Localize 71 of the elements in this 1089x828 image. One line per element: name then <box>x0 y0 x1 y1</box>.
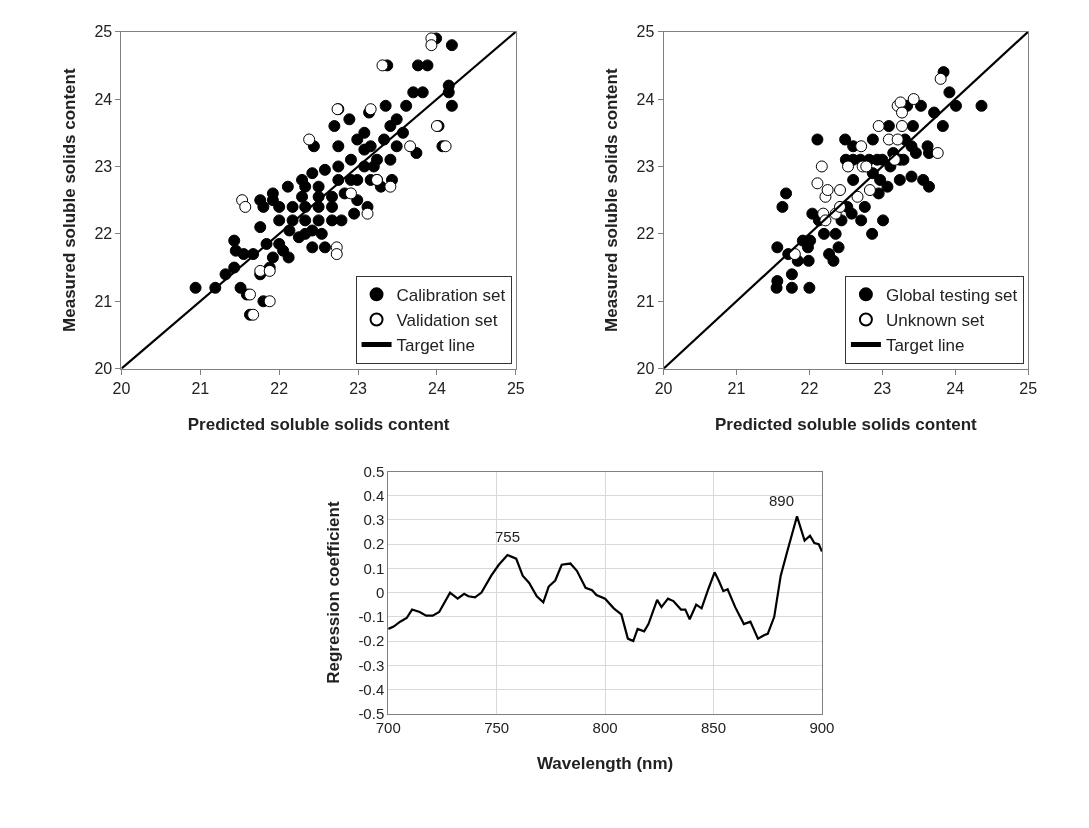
y-tick-label: -0.4 <box>358 680 385 698</box>
point <box>361 207 374 220</box>
x-tick-label: 25 <box>506 379 525 397</box>
point <box>263 295 276 308</box>
y-tick-label: 22 <box>636 225 655 243</box>
x-tick-label: 20 <box>112 379 131 397</box>
y-tick-label: 0 <box>375 583 385 601</box>
legend-label: Calibration set <box>396 285 506 305</box>
y-tick-label: 23 <box>636 158 655 176</box>
point <box>842 160 855 173</box>
annotation: 890 <box>769 492 795 509</box>
y-axis-title: Measured soluble solids content <box>59 68 79 332</box>
y-tick-label: -0.3 <box>358 656 385 674</box>
x-axis-title: Predicted soluble solids content <box>187 415 450 435</box>
x-tick-label: 23 <box>873 379 892 397</box>
y-tick-label: 21 <box>94 292 113 310</box>
legend-label: Target line <box>396 336 475 356</box>
point <box>344 187 357 200</box>
y-tick-label: -0.1 <box>358 608 385 626</box>
point <box>384 180 397 193</box>
x-tick-label: 20 <box>654 379 673 397</box>
x-tick-label: 800 <box>592 718 618 736</box>
annotation: 755 <box>495 528 521 545</box>
y-tick-label: 25 <box>94 23 113 41</box>
x-tick-label: 22 <box>800 379 819 397</box>
x-axis-title: Predicted soluble solids content <box>715 415 978 435</box>
x-tick-label: 24 <box>946 379 965 397</box>
point <box>247 308 260 321</box>
y-axis-title: Measured soluble solids content <box>602 68 622 332</box>
y-tick-label: -0.2 <box>358 632 385 650</box>
y-tick-label: 0.4 <box>363 486 385 504</box>
x-axis-title: Wavelength (nm) <box>536 754 674 774</box>
point <box>855 140 868 153</box>
x-tick-label: 24 <box>428 379 446 397</box>
y-tick-label: 20 <box>94 360 113 378</box>
line-series <box>388 515 822 643</box>
y-tick-label: 25 <box>636 23 655 41</box>
y-tick-label: 0.1 <box>363 559 385 577</box>
point <box>788 248 801 261</box>
x-tick-label: 21 <box>191 379 210 397</box>
legend-label: Global testing set <box>885 285 1018 305</box>
point <box>330 248 343 261</box>
y-axis-title: Regression coefficient <box>323 501 343 684</box>
x-tick-label: 25 <box>1019 379 1038 397</box>
y-tick-label: 22 <box>94 225 113 243</box>
y-tick-label: 24 <box>636 90 655 108</box>
y-tick-label: 23 <box>94 158 113 176</box>
y-tick-label: 0.3 <box>363 511 385 529</box>
point <box>896 106 909 119</box>
y-tick-label: 20 <box>636 360 655 378</box>
x-tick-label: 21 <box>727 379 746 397</box>
y-tick-label: 0.5 <box>363 462 385 480</box>
legend-label: Target line <box>885 336 965 356</box>
x-tick-label: 22 <box>270 379 289 397</box>
point <box>891 133 904 146</box>
y-tick-label: 24 <box>94 90 113 108</box>
x-tick-label: 900 <box>809 718 835 736</box>
legend-label: Unknown set <box>885 311 985 331</box>
point <box>860 160 873 173</box>
point <box>376 59 389 72</box>
y-tick-label: 21 <box>636 292 655 310</box>
point <box>934 72 947 85</box>
x-tick-label: 850 <box>701 718 727 736</box>
legend-label: Validation set <box>396 311 498 331</box>
x-tick-label: 750 <box>484 718 510 736</box>
point <box>303 133 316 146</box>
point <box>821 184 834 197</box>
y-tick-label: 0.2 <box>363 535 385 553</box>
point <box>239 200 252 213</box>
point <box>425 39 438 52</box>
point <box>244 288 256 301</box>
